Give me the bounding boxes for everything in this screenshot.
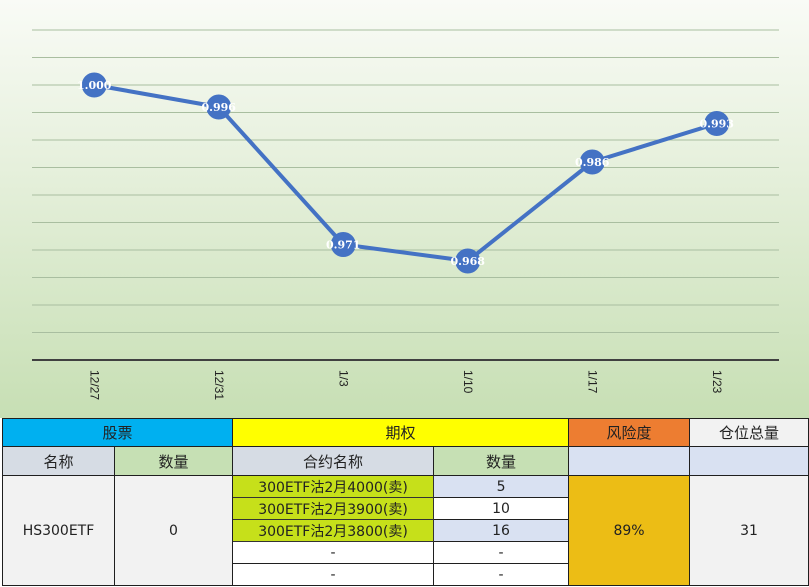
chart-area: 1.000 0.996 0.971 0.968 0.986 0.993 12/27 12/3… bbox=[0, 0, 809, 418]
data-label: 0.968 bbox=[451, 255, 486, 268]
contract-name: 300ETF沽2月4000(卖) bbox=[232, 475, 435, 498]
x-tick-label: 1/17 bbox=[585, 370, 599, 394]
header-qty: 数量 bbox=[113, 446, 234, 476]
contract-name: - bbox=[232, 541, 435, 564]
header-contract-qty: 数量 bbox=[433, 446, 570, 476]
stock-name-cell: HS300ETF bbox=[2, 475, 115, 586]
group-stock: 股票 bbox=[1, 418, 234, 447]
contract-name: - bbox=[232, 563, 435, 586]
line-chart: 1.000 0.996 0.971 0.968 0.986 0.993 12/27 12/3… bbox=[32, 29, 779, 400]
contract-qty: 5 bbox=[433, 475, 570, 498]
x-tick-label: 1/10 bbox=[461, 370, 475, 394]
series-line bbox=[93, 83, 718, 263]
x-tick-label: 1/3 bbox=[336, 370, 350, 387]
data-point bbox=[704, 111, 730, 136]
contract-name: 300ETF沽2月3800(卖) bbox=[232, 519, 435, 542]
header-position-blank bbox=[689, 446, 809, 476]
contract-name: 300ETF沽2月3900(卖) bbox=[232, 497, 435, 520]
x-tick-label: 1/23 bbox=[710, 370, 724, 394]
position-table: 股票 期权 风险度 仓位总量 名称 数量 合约名称 数量 HS300ETF 0 … bbox=[1, 418, 809, 586]
data-label: 0.993 bbox=[700, 118, 734, 131]
contract-qty: - bbox=[433, 563, 570, 586]
header-risk-blank bbox=[568, 446, 691, 476]
x-tick-labels: 12/27 12/31 1/3 1/10 1/17 1/23 bbox=[87, 370, 724, 400]
data-label: 0.986 bbox=[575, 156, 610, 169]
position-total-cell: 31 bbox=[689, 475, 809, 586]
data-points: 1.000 0.996 0.971 0.968 0.986 0.993 bbox=[77, 72, 734, 274]
gridlines bbox=[32, 29, 779, 333]
group-position: 仓位总量 bbox=[689, 418, 809, 447]
stock-qty-cell: 0 bbox=[113, 475, 234, 586]
risk-value-cell: 89% bbox=[568, 475, 691, 586]
data-label: 0.971 bbox=[326, 239, 360, 252]
data-point bbox=[579, 149, 605, 175]
data-point bbox=[455, 248, 481, 274]
data-point bbox=[330, 232, 356, 257]
header-contract: 合约名称 bbox=[232, 446, 435, 476]
data-label: 0.996 bbox=[202, 101, 237, 114]
x-tick-label: 12/27 bbox=[87, 370, 101, 400]
contract-qty: - bbox=[433, 541, 570, 564]
group-options: 期权 bbox=[232, 418, 570, 447]
contract-qty: 10 bbox=[433, 497, 570, 520]
data-point bbox=[206, 94, 232, 120]
header-name: 名称 bbox=[2, 446, 115, 476]
data-point bbox=[81, 72, 107, 98]
data-label: 1.000 bbox=[77, 79, 112, 92]
group-risk: 风险度 bbox=[568, 418, 691, 447]
x-tick-label: 12/31 bbox=[212, 370, 226, 400]
contract-qty: 16 bbox=[433, 519, 570, 542]
